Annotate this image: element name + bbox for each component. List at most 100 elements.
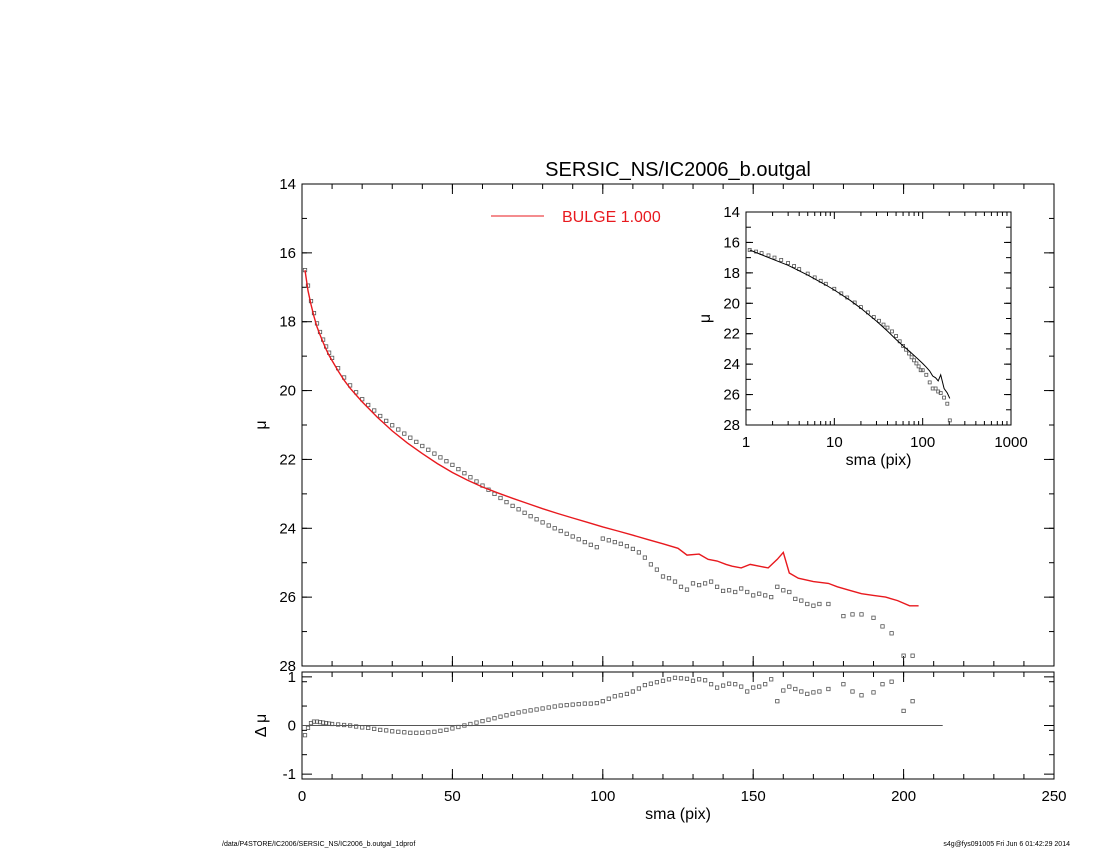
main-data-point: [474, 479, 479, 484]
main-data-point: [552, 526, 557, 531]
residual-data-point: [715, 685, 720, 690]
residual-data-point: [739, 684, 744, 689]
residual-xlabel: sma (pix): [645, 806, 711, 823]
residual-data-point: [910, 699, 915, 704]
residual-data-point: [757, 684, 762, 689]
inset-data-point: [885, 325, 890, 330]
residual-data-point: [353, 724, 359, 729]
inset-ytick-label: 28: [723, 417, 740, 434]
residual-data-point: [522, 709, 527, 714]
main-data-point: [880, 624, 885, 629]
residual-data-point: [805, 691, 810, 697]
residual-data-point: [558, 703, 563, 708]
residual-data-point: [654, 680, 660, 685]
residual-data-point: [366, 725, 371, 731]
residual-data-point: [408, 730, 413, 735]
residual-data-point: [841, 682, 846, 687]
main-data-point: [468, 475, 473, 480]
inset-data-point: [779, 257, 784, 262]
main-ytick-label: 26: [279, 589, 296, 606]
residual-data-point: [817, 689, 822, 694]
main-data-point: [576, 537, 581, 542]
main-data-point: [889, 631, 894, 636]
main-data-point: [540, 520, 545, 525]
inset-xlabel: sma (pix): [846, 452, 912, 469]
residual-data-point: [402, 730, 407, 735]
main-data-point: [841, 614, 846, 619]
main-data-point: [859, 612, 864, 617]
main-data-point: [636, 550, 642, 555]
residual-data-point: [528, 708, 533, 713]
residual-data-point: [751, 685, 756, 690]
residual-data-point: [781, 688, 786, 693]
main-data-point: [697, 583, 702, 588]
residual-data-point: [474, 720, 479, 725]
residual-data-point: [850, 689, 855, 694]
residual-data-point: [733, 682, 738, 687]
inset-data-point: [792, 264, 796, 268]
inset-data-point: [747, 248, 752, 252]
main-data-point: [757, 591, 762, 596]
main-data-point: [901, 653, 906, 658]
residual-data-point: [678, 676, 684, 681]
inset-background: [746, 212, 1011, 425]
main-data-point: [703, 581, 708, 586]
main-data-point: [456, 466, 461, 472]
residual-data-point: [486, 717, 491, 722]
residual-data-point: [672, 675, 678, 680]
main-data-point: [630, 546, 636, 552]
residual-data-point: [305, 725, 311, 731]
inset-data-point: [909, 355, 914, 360]
main-data-point: [414, 439, 419, 445]
residual-data-point: [576, 702, 581, 707]
residual-data-point: [432, 729, 437, 734]
residual-data-point: [600, 699, 605, 704]
residual-data-point: [360, 725, 365, 730]
residual-data-point: [588, 701, 593, 706]
residual-xtick-label: 250: [1041, 788, 1066, 805]
main-data-point: [588, 542, 593, 547]
main-data-point: [594, 545, 599, 550]
inset-ytick-label: 20: [723, 295, 740, 312]
residual-data-point: [642, 683, 648, 688]
main-data-point: [805, 601, 810, 607]
main-data-point: [850, 612, 855, 617]
main-data-point: [787, 589, 792, 595]
residual-data-point: [540, 706, 545, 711]
residual-data-point: [302, 733, 308, 738]
inset-data-point: [901, 343, 905, 348]
main-data-point: [648, 562, 654, 567]
main-data-point: [709, 579, 714, 584]
residual-data-point: [636, 686, 642, 691]
residual-data-point: [594, 701, 599, 706]
residual-data-point: [438, 728, 443, 733]
residual-data-point: [444, 727, 449, 733]
main-data-point: [528, 514, 533, 519]
inset-ytick-label: 24: [723, 356, 740, 373]
inset-data-point: [947, 418, 952, 423]
residual-data-point: [414, 730, 419, 735]
main-data-point: [570, 534, 575, 539]
inset-data-point: [938, 391, 943, 395]
residual-data-point: [624, 691, 630, 697]
inset-ytick-label: 16: [723, 234, 740, 251]
main-data-point: [799, 598, 804, 603]
residual-xtick-label: 150: [741, 788, 766, 805]
main-data-point: [690, 581, 696, 586]
residual-data-point: [763, 682, 768, 687]
residual-data-point: [384, 728, 389, 733]
main-data-point: [432, 451, 437, 456]
main-data-point: [408, 435, 413, 440]
residual-data-point: [612, 694, 617, 699]
main-data-point: [510, 503, 515, 509]
main-data-point: [420, 443, 425, 449]
main-data-point: [444, 459, 449, 464]
main-data-point: [366, 402, 371, 408]
residual-data-point: [552, 704, 557, 709]
residual-data-point: [618, 693, 623, 698]
inset-data-point: [772, 255, 777, 260]
inset-data-point: [914, 361, 919, 366]
residual-ylabel: Δ μ: [253, 714, 270, 737]
residual-data-point: [889, 679, 894, 684]
